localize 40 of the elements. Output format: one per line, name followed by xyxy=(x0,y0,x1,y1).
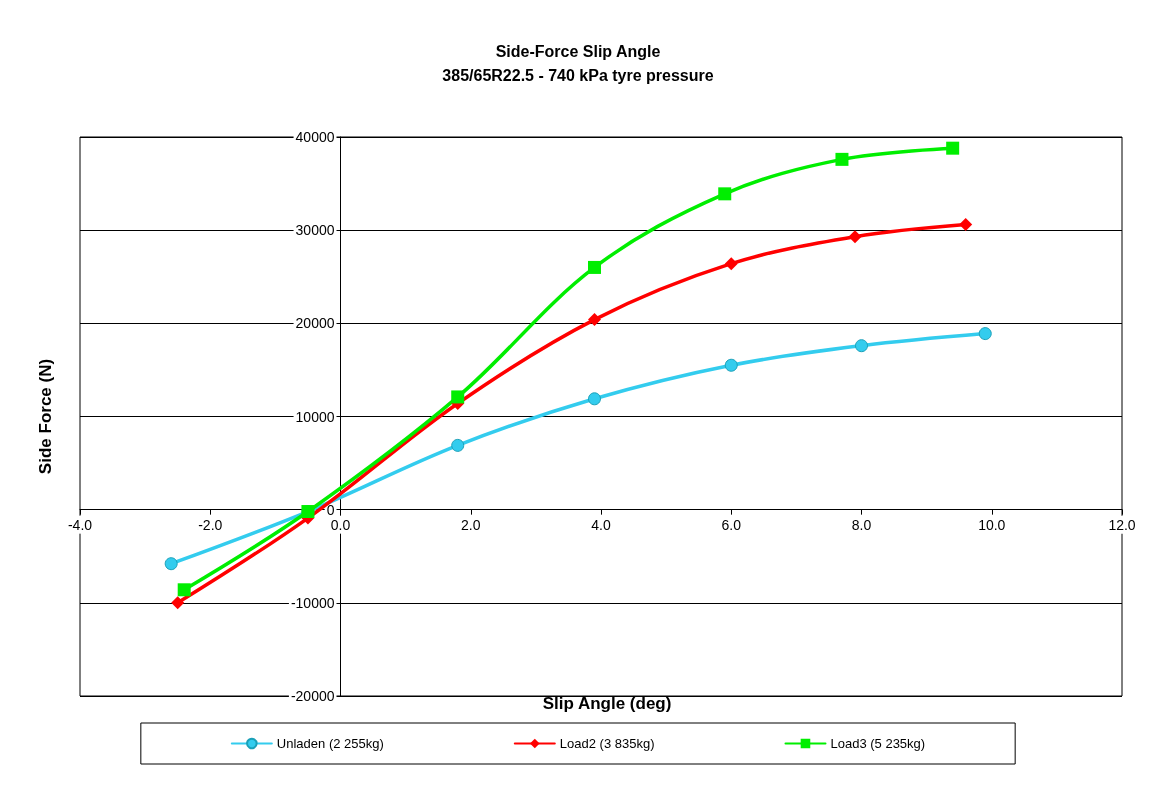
point xyxy=(451,438,465,452)
y-tick-label: -10000 xyxy=(290,594,335,611)
x-tick-label: 2.0 xyxy=(461,516,481,533)
y-tick-label: 30000 xyxy=(295,222,335,239)
chart-subtitle: 385/65R22.5 - 740 kPa tyre pressure xyxy=(442,66,714,84)
point xyxy=(588,392,601,406)
point xyxy=(164,557,178,571)
point xyxy=(171,596,185,610)
point xyxy=(835,152,849,166)
x-tick-label: 4.0 xyxy=(591,516,611,533)
legend-label: Load2 (3 835kg) xyxy=(559,736,655,751)
point xyxy=(177,583,191,597)
legend-label: Unladen (2 255kg) xyxy=(276,736,384,751)
chart-title: Side-Force Slip Angle xyxy=(495,42,661,60)
x-tick-label: -2.0 xyxy=(198,516,223,533)
y-tick-label: 10000 xyxy=(295,408,335,425)
point xyxy=(724,257,738,271)
legend-label: Load3 (5 235kg) xyxy=(830,736,926,751)
y-tick-label: 40000 xyxy=(295,129,335,145)
x-tick-label: 0.0 xyxy=(330,516,351,533)
point xyxy=(724,358,738,372)
x-tick-label: 8.0 xyxy=(851,516,872,533)
point xyxy=(718,187,732,201)
x-tick-label: 10.0 xyxy=(978,516,1006,533)
y-tick-label: 0 xyxy=(326,501,335,518)
y-axis-title: Side Force (N) xyxy=(36,358,55,475)
y-tick-label: -20000 xyxy=(290,688,335,704)
point xyxy=(587,313,601,327)
x-tick-label: -4.0 xyxy=(67,516,93,533)
x-tick-label: 12.0 xyxy=(1108,516,1136,533)
point xyxy=(946,141,960,155)
y-tick-label: 20000 xyxy=(295,315,335,332)
x-tick-label: 6.0 xyxy=(721,516,742,533)
point xyxy=(855,339,868,353)
point xyxy=(587,260,601,274)
point xyxy=(451,390,465,404)
x-axis-title: Slip Angle (deg) xyxy=(542,694,672,713)
point xyxy=(848,230,862,244)
point xyxy=(959,218,973,232)
point xyxy=(978,327,992,341)
